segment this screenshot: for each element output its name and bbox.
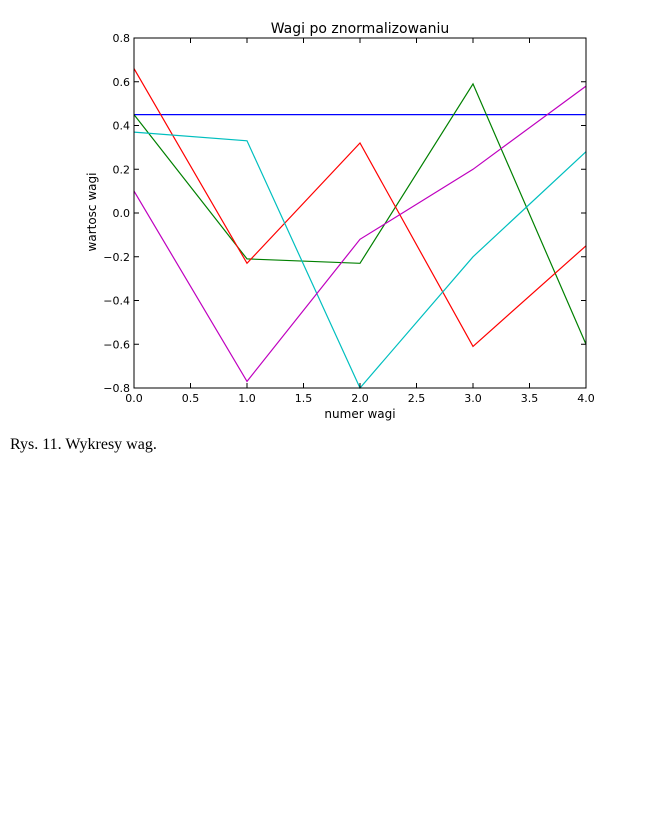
x-tick-label: 3.0: [464, 392, 482, 405]
y-tick-label: 0.0: [113, 207, 131, 220]
x-tick-label: 4.0: [577, 392, 595, 405]
series-line-2: [133, 82, 587, 345]
chart-figure: Wagi po znormalizowaniu numer wagi warto…: [85, 21, 595, 421]
plot-frame: [133, 37, 587, 389]
series-layer: [133, 68, 587, 390]
axes-layer: 0.0 0.5 1.0 1.5 2.0 2.5 3.0 3.5 4.0 0.8 0.6 0.4 0.2 0…: [103, 32, 594, 405]
x-tick-label: 3.5: [521, 392, 539, 405]
y-tick-label: 0.6: [113, 76, 131, 89]
y-tick-label: −0.4: [103, 295, 130, 308]
y-tick-label: −0.6: [103, 338, 130, 351]
y-tick-label: 0.4: [113, 120, 131, 133]
series-line-5: [133, 85, 587, 383]
x-tick-label: 0.0: [125, 392, 143, 405]
series-line-3: [133, 68, 587, 348]
x-axis-label: numer wagi: [324, 407, 395, 421]
y-tick-label: −0.8: [103, 382, 130, 395]
y-tick-label: 0.8: [113, 32, 131, 45]
x-tick-label: 1.0: [238, 392, 256, 405]
line-chart: Wagi po znormalizowaniu numer wagi warto…: [85, 21, 595, 421]
figure-caption: Rys. 11. Wykresy wag.: [10, 436, 157, 453]
series-line-4: [133, 131, 587, 390]
y-tick-label: 0.2: [113, 163, 131, 176]
chart-title: Wagi po znormalizowaniu: [271, 21, 450, 37]
x-tick-label: 0.5: [182, 392, 200, 405]
y-tick-label: −0.2: [103, 251, 130, 264]
x-tick-label: 1.5: [295, 392, 313, 405]
x-tick-label: 2.0: [351, 392, 369, 405]
x-tick-label: 2.5: [408, 392, 426, 405]
y-axis-label: wartosc wagi: [85, 173, 99, 252]
